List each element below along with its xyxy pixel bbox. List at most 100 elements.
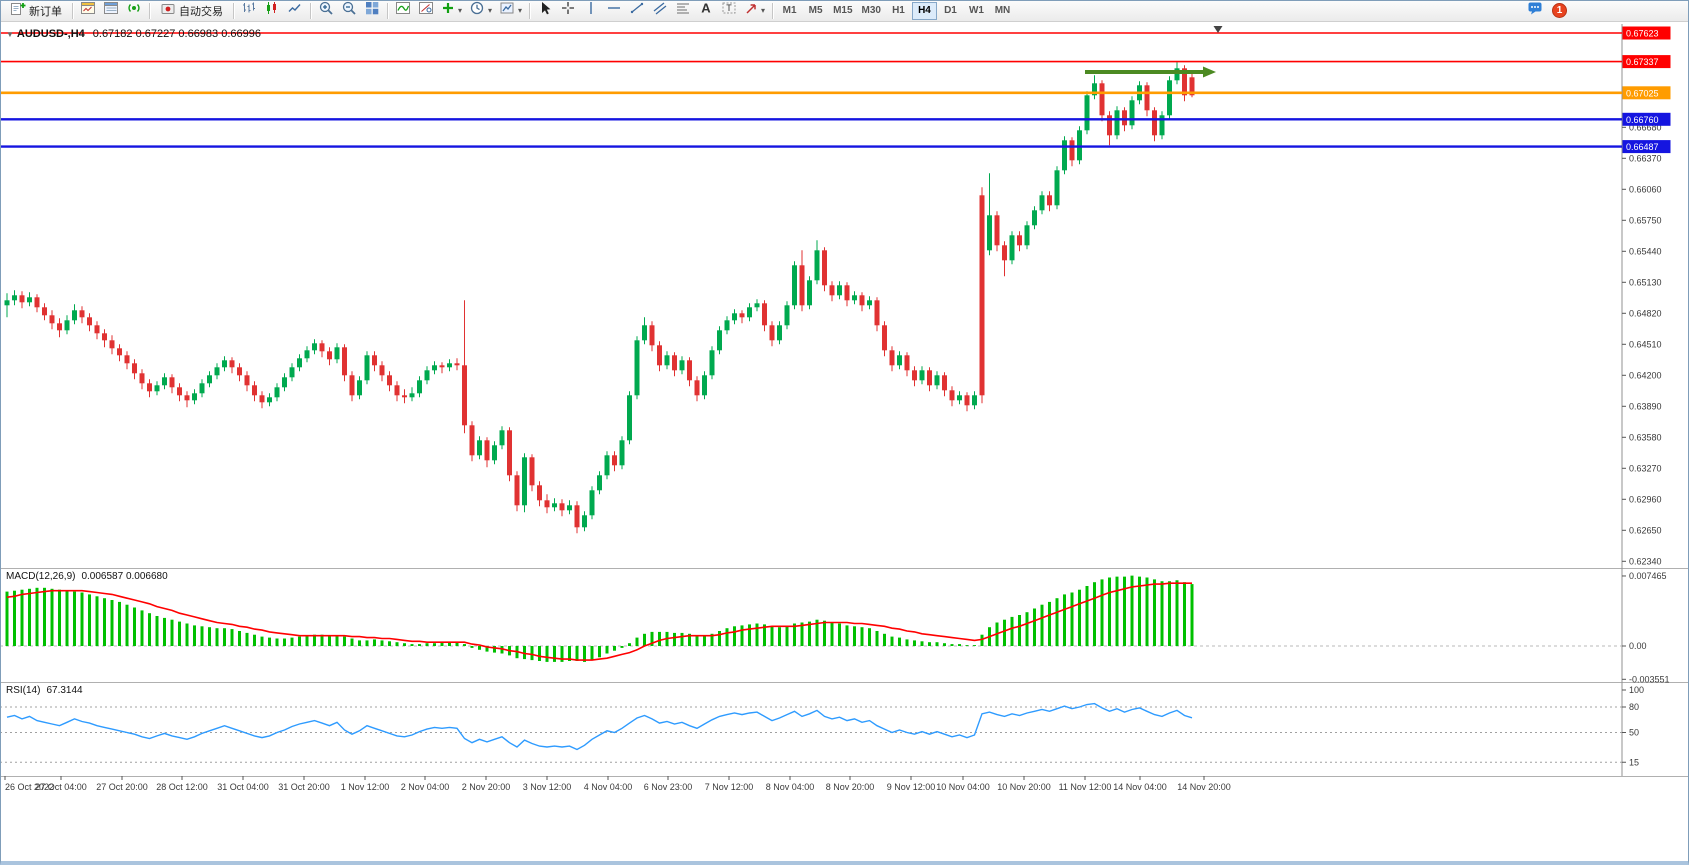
fibonacci-icon: [675, 0, 691, 21]
svg-text:0.66370: 0.66370: [1629, 153, 1662, 163]
svg-text:0.67623: 0.67623: [1626, 29, 1659, 39]
svg-text:27 Oct 04:00: 27 Oct 04:00: [35, 782, 87, 792]
timeframe-m15-button[interactable]: M15: [833, 5, 853, 16]
vertical-line-button[interactable]: [580, 1, 602, 21]
timeframe-m30-button[interactable]: M30: [861, 5, 881, 16]
indicators-button[interactable]: [392, 1, 414, 21]
text-tool-button[interactable]: A: [695, 1, 717, 21]
candle-chart-icon: [264, 0, 280, 21]
toolbar-separator: [149, 2, 150, 19]
svg-text:0.64200: 0.64200: [1629, 370, 1662, 380]
cursor-button[interactable]: [534, 1, 556, 21]
autotrade-button[interactable]: 自动交易: [154, 1, 229, 21]
cursor-icon: [537, 0, 553, 21]
toolbar-separator: [310, 2, 311, 19]
svg-text:15: 15: [1629, 757, 1639, 767]
svg-text:31 Oct 20:00: 31 Oct 20:00: [278, 782, 330, 792]
svg-text:100: 100: [1629, 685, 1644, 695]
period-button[interactable]: ▾: [466, 1, 495, 21]
svg-text:14 Nov 04:00: 14 Nov 04:00: [1113, 782, 1167, 792]
data-window-button[interactable]: [100, 1, 122, 21]
svg-text:11 Nov 12:00: 11 Nov 12:00: [1059, 782, 1112, 792]
svg-text:10 Nov 04:00: 10 Nov 04:00: [936, 782, 990, 792]
svg-text:26 Oct 2022: 26 Oct 2022: [5, 782, 54, 792]
signals-button[interactable]: [123, 1, 145, 21]
svg-text:0.64820: 0.64820: [1629, 308, 1662, 318]
svg-text:8 Nov 20:00: 8 Nov 20:00: [826, 782, 875, 792]
svg-text:0.65440: 0.65440: [1629, 246, 1662, 256]
svg-text:27 Oct 20:00: 27 Oct 20:00: [96, 782, 148, 792]
svg-text:8 Nov 04:00: 8 Nov 04:00: [766, 782, 815, 792]
svg-text:0.65750: 0.65750: [1629, 215, 1662, 225]
tile-windows-button[interactable]: [361, 1, 383, 21]
svg-text:0.62340: 0.62340: [1629, 556, 1662, 566]
timeframe-h1-button[interactable]: H1: [892, 5, 905, 16]
timeframe-mn-button[interactable]: MN: [994, 5, 1011, 16]
toolbar-separator: [772, 2, 774, 19]
timeframe-h4-button[interactable]: H4: [911, 1, 937, 20]
svg-text:0.63890: 0.63890: [1629, 401, 1662, 411]
svg-text:0.007465: 0.007465: [1629, 571, 1667, 581]
svg-text:7 Nov 12:00: 7 Nov 12:00: [705, 782, 754, 792]
zoom-out-icon: [341, 0, 357, 21]
new-order-button[interactable]: 新订单: [4, 1, 68, 21]
text-label-button[interactable]: T: [718, 1, 740, 21]
chevron-down-icon: ▾: [488, 5, 493, 15]
tile-windows-icon: [364, 0, 380, 21]
indicators-icon: [395, 0, 411, 21]
community-chat-button[interactable]: [1524, 1, 1546, 21]
new-order-icon: [10, 1, 26, 20]
timeframe-m5-button[interactable]: M5: [808, 5, 823, 16]
crosshair-button[interactable]: [557, 1, 579, 21]
line-chart-icon: [287, 0, 303, 21]
horizontal-line-button[interactable]: [603, 1, 625, 21]
svg-text:-0.003551: -0.003551: [1629, 674, 1670, 684]
chevron-down-icon: ▾: [458, 5, 463, 15]
notification-badge[interactable]: 1: [1552, 3, 1567, 18]
main-toolbar: 新订单 自动交易 ▾ ▾ ▾ A T ▾ M1 M5 M15 M30 H1 H4…: [0, 0, 1689, 22]
toolbar-separator: [233, 2, 234, 19]
vertical-line-icon: [583, 0, 599, 21]
channel-button[interactable]: [649, 1, 671, 21]
add-indicator-icon: [441, 0, 455, 21]
add-indicator-button[interactable]: ▾: [438, 1, 465, 21]
line-chart-button[interactable]: [284, 1, 306, 21]
timeframe-w1-button[interactable]: W1: [968, 5, 984, 16]
svg-text:0.66760: 0.66760: [1626, 115, 1659, 125]
trendline-button[interactable]: [626, 1, 648, 21]
zoom-in-icon: [318, 0, 334, 21]
zoom-out-button[interactable]: [338, 1, 360, 21]
zoom-in-button[interactable]: [315, 1, 337, 21]
toolbar-right-cluster: 1: [1524, 1, 1567, 21]
fibonacci-button[interactable]: [672, 1, 694, 21]
svg-text:A: A: [701, 1, 711, 16]
clock-icon: [469, 0, 485, 21]
crosshair-icon: [560, 0, 576, 21]
timeframe-m1-button[interactable]: M1: [782, 5, 797, 16]
market-watch-icon: [80, 0, 96, 21]
template-button[interactable]: ▾: [496, 1, 525, 21]
svg-text:3 Nov 12:00: 3 Nov 12:00: [523, 782, 572, 792]
bar-chart-icon: [241, 0, 257, 21]
svg-text:2 Nov 04:00: 2 Nov 04:00: [401, 782, 450, 792]
svg-text:T: T: [726, 3, 732, 13]
svg-text:0.66487: 0.66487: [1626, 142, 1659, 152]
toolbar-separator: [72, 2, 73, 19]
candle-chart-button[interactable]: [261, 1, 283, 21]
svg-text:14 Nov 20:00: 14 Nov 20:00: [1177, 782, 1231, 792]
bar-chart-button[interactable]: [238, 1, 260, 21]
horizontal-line-icon: [606, 0, 622, 21]
svg-text:0.64510: 0.64510: [1629, 339, 1662, 349]
market-watch-button[interactable]: [77, 1, 99, 21]
svg-text:0.66060: 0.66060: [1629, 184, 1662, 194]
timeframe-d1-button[interactable]: D1: [944, 5, 957, 16]
svg-text:0.67337: 0.67337: [1626, 57, 1659, 67]
channel-icon: [652, 0, 668, 21]
svg-text:0.67025: 0.67025: [1626, 88, 1659, 98]
svg-text:0.62960: 0.62960: [1629, 494, 1662, 504]
chevron-down-icon: ▾: [518, 5, 523, 15]
arrows-tool-button[interactable]: ▾: [741, 1, 768, 21]
svg-text:28 Oct 12:00: 28 Oct 12:00: [156, 782, 208, 792]
objects-list-button[interactable]: [415, 1, 437, 21]
